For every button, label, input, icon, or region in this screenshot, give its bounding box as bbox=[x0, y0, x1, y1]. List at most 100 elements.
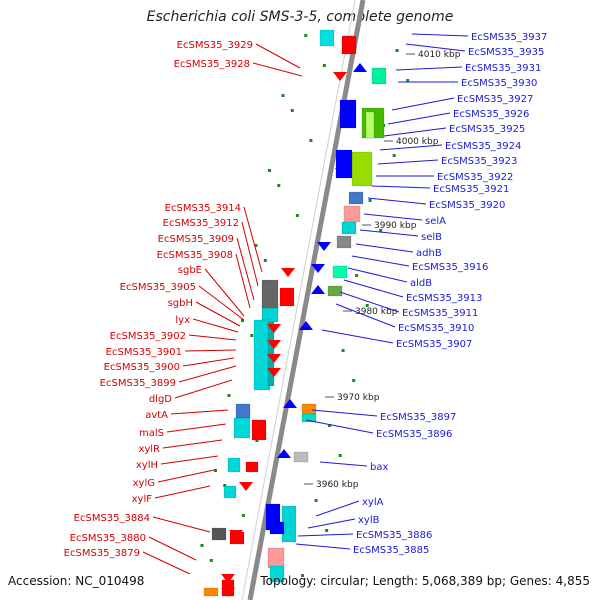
gene-feature bbox=[269, 521, 285, 535]
right-gene-label: EcSMS35_3920 bbox=[429, 200, 505, 211]
gene-feature bbox=[343, 205, 361, 223]
gene-feature bbox=[251, 419, 267, 441]
right-gene-leader bbox=[297, 533, 354, 537]
ruler-label: 3960 kbp bbox=[316, 480, 359, 490]
right-gene-label: EcSMS35_3916 bbox=[412, 262, 488, 273]
tick-mark bbox=[301, 574, 305, 577]
ruler-label: 4000 kbp bbox=[396, 137, 439, 147]
right-gene-leader bbox=[343, 279, 404, 298]
left-gene-leader bbox=[182, 357, 235, 367]
right-gene-label: EcSMS35_3926 bbox=[453, 109, 529, 120]
gene-feature bbox=[301, 403, 317, 415]
gene-feature bbox=[319, 29, 335, 47]
right-gene-label: aldB bbox=[410, 278, 432, 289]
tick-mark bbox=[338, 454, 342, 457]
gene-feature bbox=[269, 565, 285, 583]
right-gene-label: EcSMS35_3937 bbox=[471, 32, 547, 43]
left-gene-leader bbox=[142, 551, 191, 575]
gene-feature bbox=[211, 527, 227, 541]
right-gene-leader bbox=[307, 518, 356, 529]
tick-mark bbox=[223, 484, 227, 487]
right-gene-leader bbox=[411, 33, 469, 37]
right-gene-label: xylA bbox=[362, 497, 384, 508]
left-gene-label: EcSMS35_3908 bbox=[157, 250, 233, 261]
left-gene-label: EcSMS35_3880 bbox=[70, 533, 146, 544]
right-gene-leader bbox=[295, 543, 351, 550]
tick-mark bbox=[227, 394, 231, 397]
left-gene-leader bbox=[174, 379, 233, 399]
tick-mark bbox=[406, 79, 410, 82]
direction-arrow bbox=[229, 530, 243, 539]
direction-arrow bbox=[277, 449, 291, 458]
direction-arrow bbox=[283, 399, 297, 408]
right-gene-leader bbox=[367, 197, 427, 205]
tick-mark bbox=[281, 94, 285, 97]
tick-mark bbox=[314, 499, 318, 502]
left-gene-label: EcSMS35_3884 bbox=[74, 513, 150, 524]
right-gene-leader bbox=[377, 159, 439, 165]
right-gene-label: EcSMS35_3921 bbox=[433, 184, 509, 195]
right-gene-label: EcSMS35_3935 bbox=[468, 47, 544, 58]
right-gene-label: EcSMS35_3927 bbox=[457, 94, 533, 105]
left-gene-label: lyx bbox=[175, 315, 190, 326]
gene-feature bbox=[233, 417, 251, 439]
gene-feature bbox=[267, 547, 285, 569]
left-gene-leader bbox=[152, 516, 211, 533]
right-gene-leader bbox=[347, 267, 408, 283]
gene-feature bbox=[203, 587, 219, 597]
right-gene-leader bbox=[379, 144, 443, 151]
right-gene-label: xylB bbox=[358, 515, 380, 526]
left-gene-label: EcSMS35_3901 bbox=[106, 347, 182, 358]
direction-arrow bbox=[267, 368, 281, 377]
direction-arrow bbox=[353, 63, 367, 72]
tick-mark bbox=[355, 274, 359, 277]
tick-mark bbox=[365, 304, 369, 307]
left-gene-label: xylH bbox=[136, 460, 158, 471]
gene-feature bbox=[293, 451, 309, 463]
gene-feature bbox=[261, 279, 279, 311]
gene-feature bbox=[351, 151, 373, 187]
gene-feature bbox=[245, 461, 259, 473]
direction-arrow bbox=[221, 574, 235, 583]
right-gene-label: EcSMS35_3885 bbox=[353, 545, 429, 556]
tick-mark bbox=[277, 184, 281, 187]
left-gene-label: sgbE bbox=[178, 265, 202, 276]
gene-feature bbox=[301, 413, 317, 423]
right-gene-leader bbox=[383, 127, 447, 137]
left-gene-leader bbox=[192, 318, 239, 333]
left-gene-leader bbox=[154, 485, 211, 499]
tick-mark bbox=[304, 34, 308, 37]
right-gene-leader bbox=[363, 213, 423, 221]
right-gene-label: EcSMS35_3925 bbox=[449, 124, 525, 135]
left-gene-leader bbox=[195, 301, 241, 327]
gene-feature bbox=[332, 265, 348, 279]
gene-feature bbox=[365, 111, 375, 139]
topology-text: Topology: circular; Length: 5,068,389 bp… bbox=[260, 574, 590, 588]
tick-mark bbox=[328, 424, 332, 427]
left-gene-label: EcSMS35_3929 bbox=[177, 40, 253, 51]
tick-mark bbox=[352, 379, 356, 382]
right-gene-leader bbox=[391, 97, 455, 111]
direction-arrow bbox=[267, 324, 281, 333]
left-gene-leader bbox=[178, 365, 237, 383]
left-gene-leader bbox=[235, 253, 251, 309]
ruler-label: 3980 kbp bbox=[355, 307, 398, 317]
left-gene-leader bbox=[160, 455, 219, 465]
tick-mark bbox=[250, 334, 254, 337]
right-gene-leader bbox=[321, 329, 394, 344]
left-gene-label: EcSMS35_3912 bbox=[163, 218, 239, 229]
tick-mark bbox=[295, 214, 299, 217]
left-gene-leader bbox=[148, 536, 197, 561]
right-gene-label: bax bbox=[370, 462, 388, 473]
tick-mark bbox=[200, 544, 204, 547]
right-gene-leader bbox=[315, 500, 360, 517]
gene-feature bbox=[235, 403, 251, 419]
left-gene-leader bbox=[243, 206, 263, 273]
direction-arrow bbox=[299, 321, 313, 330]
right-gene-label: EcSMS35_3930 bbox=[461, 78, 537, 89]
right-gene-leader bbox=[387, 112, 451, 125]
left-gene-leader bbox=[188, 334, 237, 341]
gene-feature bbox=[348, 191, 364, 205]
right-gene-leader bbox=[311, 409, 378, 417]
